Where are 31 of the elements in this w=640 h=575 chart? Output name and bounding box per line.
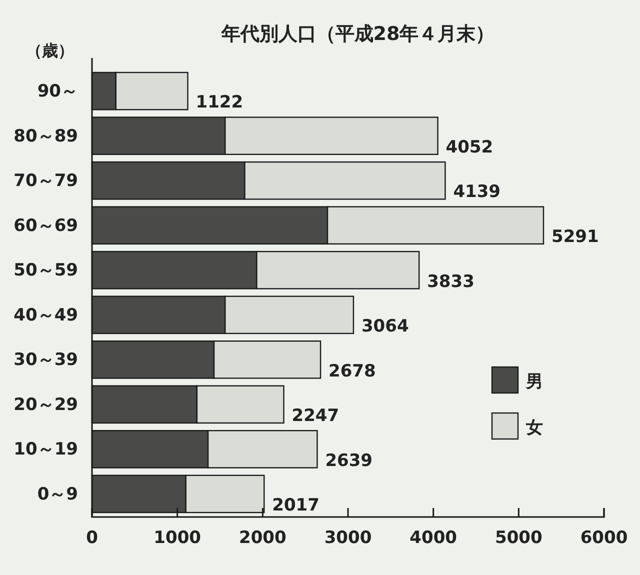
x-tick-label: 0	[86, 528, 98, 548]
x-tick-label: 1000	[154, 528, 202, 548]
total-label: 3833	[427, 272, 474, 292]
y-tick-label: 50～59	[14, 260, 78, 281]
y-tick-label: 0～9	[37, 484, 78, 504]
y-tick-label: 70～79	[14, 171, 78, 192]
total-label: 2017	[272, 496, 320, 516]
y-tick-label: 60～69	[14, 216, 78, 236]
total-label: 3064	[361, 316, 409, 337]
legend-label: 女	[525, 418, 543, 438]
x-tick-label: 5000	[495, 528, 542, 548]
legend-label: 男	[525, 372, 543, 392]
total-label: 2639	[325, 450, 373, 471]
total-label: 2678	[328, 361, 376, 382]
x-tick-label: 6000	[580, 528, 628, 548]
y-tick-label: 10～19	[14, 440, 78, 460]
chart-title: 年代別人口（平成28年４月末）	[220, 23, 495, 45]
total-label: 5291	[552, 226, 599, 248]
x-tick-label: 3000	[324, 528, 372, 548]
total-label: 4052	[446, 137, 494, 158]
x-tick-label: 4000	[410, 528, 458, 548]
total-label: 2247	[292, 406, 340, 426]
x-tick-label: 2000	[239, 528, 286, 548]
y-axis-title: （歳）	[26, 41, 74, 60]
total-label: 4139	[453, 182, 501, 202]
y-tick-label: 90～	[37, 81, 78, 102]
y-tick-label: 80～89	[14, 126, 78, 146]
total-label: 1122	[196, 92, 244, 113]
y-tick-label: 40～49	[14, 305, 78, 326]
y-tick-label: 20～29	[14, 394, 78, 415]
y-tick-label: 30～39	[14, 350, 78, 370]
